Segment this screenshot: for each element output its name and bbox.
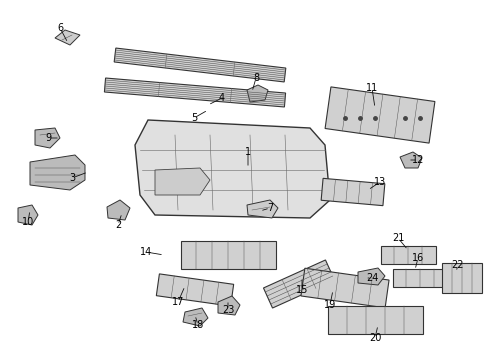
Text: 5: 5 bbox=[190, 113, 197, 123]
Polygon shape bbox=[30, 155, 85, 190]
Polygon shape bbox=[104, 78, 285, 107]
Polygon shape bbox=[218, 296, 240, 315]
Text: 22: 22 bbox=[451, 260, 463, 270]
Text: 24: 24 bbox=[365, 273, 377, 283]
Text: 11: 11 bbox=[365, 83, 377, 93]
Polygon shape bbox=[155, 168, 209, 195]
Text: 10: 10 bbox=[22, 217, 34, 227]
Polygon shape bbox=[107, 200, 130, 220]
Polygon shape bbox=[35, 128, 60, 148]
Text: 2: 2 bbox=[115, 220, 121, 230]
Text: 21: 21 bbox=[391, 233, 404, 243]
Polygon shape bbox=[135, 120, 329, 218]
Text: 23: 23 bbox=[222, 305, 234, 315]
Text: 3: 3 bbox=[69, 173, 75, 183]
Text: 7: 7 bbox=[266, 203, 273, 213]
Polygon shape bbox=[325, 87, 434, 143]
Text: 15: 15 bbox=[295, 285, 307, 295]
Text: 18: 18 bbox=[191, 320, 203, 330]
Text: 16: 16 bbox=[411, 253, 423, 263]
Polygon shape bbox=[327, 306, 422, 334]
Text: 17: 17 bbox=[171, 297, 184, 307]
Polygon shape bbox=[380, 246, 435, 264]
Text: 20: 20 bbox=[368, 333, 381, 343]
Polygon shape bbox=[399, 152, 421, 168]
Text: 9: 9 bbox=[45, 133, 51, 143]
Polygon shape bbox=[300, 268, 388, 308]
Text: 6: 6 bbox=[57, 23, 63, 33]
Polygon shape bbox=[392, 269, 447, 287]
Text: 1: 1 bbox=[244, 147, 250, 157]
Polygon shape bbox=[18, 205, 38, 225]
Polygon shape bbox=[246, 200, 278, 218]
Text: 14: 14 bbox=[140, 247, 152, 257]
Polygon shape bbox=[321, 178, 384, 206]
Polygon shape bbox=[183, 308, 207, 326]
Polygon shape bbox=[246, 85, 267, 102]
Polygon shape bbox=[180, 241, 275, 269]
Text: 19: 19 bbox=[323, 300, 335, 310]
Text: 4: 4 bbox=[219, 93, 224, 103]
Polygon shape bbox=[357, 268, 384, 285]
Text: 13: 13 bbox=[373, 177, 386, 187]
Polygon shape bbox=[114, 48, 285, 82]
Polygon shape bbox=[55, 30, 80, 45]
Polygon shape bbox=[156, 274, 233, 306]
Polygon shape bbox=[263, 260, 334, 308]
Polygon shape bbox=[441, 263, 481, 293]
Text: 12: 12 bbox=[411, 155, 423, 165]
Text: 8: 8 bbox=[252, 73, 259, 83]
